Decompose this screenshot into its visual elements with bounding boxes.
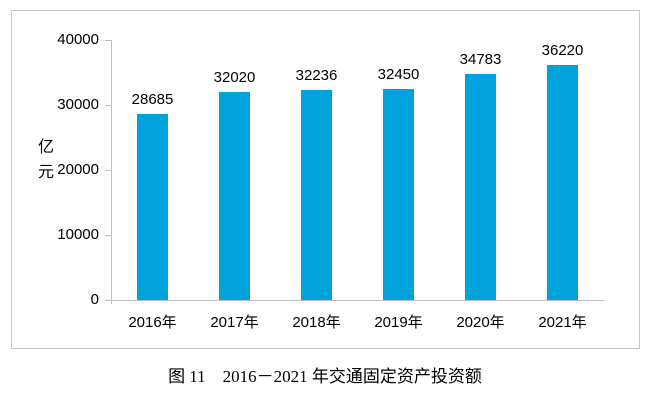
bar-value-label: 32020 xyxy=(213,68,256,86)
bar-value-label: 36220 xyxy=(541,41,584,59)
bar xyxy=(465,73,496,300)
figure-caption: 图 11 2016－2021 年交通固定资产投资额 xyxy=(168,367,482,386)
chart-frame: 亿元 0 10000 20000 30000 40000 28685 32020 32236… xyxy=(11,10,640,349)
y-tick-label: 20000 xyxy=(57,161,99,178)
bar xyxy=(137,113,168,300)
x-axis-label: 2018年 xyxy=(292,314,341,331)
x-axis-label: 2017年 xyxy=(210,314,259,331)
bar-value-label: 32450 xyxy=(377,66,420,84)
y-axis-line xyxy=(111,40,112,304)
bar xyxy=(547,64,578,300)
y-tick-mark xyxy=(105,40,111,41)
y-tick-mark xyxy=(105,170,111,171)
y-axis-title: 亿元 xyxy=(37,139,54,181)
x-axis-label: 2020年 xyxy=(456,314,505,331)
x-axis-line xyxy=(111,300,604,301)
y-tick-mark xyxy=(105,235,111,236)
bar-value-label: 28685 xyxy=(131,90,174,108)
bar xyxy=(383,89,414,300)
y-tick-mark xyxy=(105,105,111,106)
y-tick-label: 30000 xyxy=(57,96,99,113)
bar-value-label: 32236 xyxy=(295,67,338,85)
y-tick-label: 40000 xyxy=(57,31,99,48)
bar xyxy=(301,90,332,300)
y-tick-label: 10000 xyxy=(57,226,99,243)
y-tick-label: 0 xyxy=(90,291,99,308)
x-axis-label: 2021年 xyxy=(538,314,587,331)
y-tick-mark xyxy=(105,300,111,301)
x-axis-label: 2016年 xyxy=(128,314,177,331)
bar xyxy=(219,91,250,300)
bar-value-label: 34783 xyxy=(459,50,502,68)
x-axis-label: 2019年 xyxy=(374,314,423,331)
